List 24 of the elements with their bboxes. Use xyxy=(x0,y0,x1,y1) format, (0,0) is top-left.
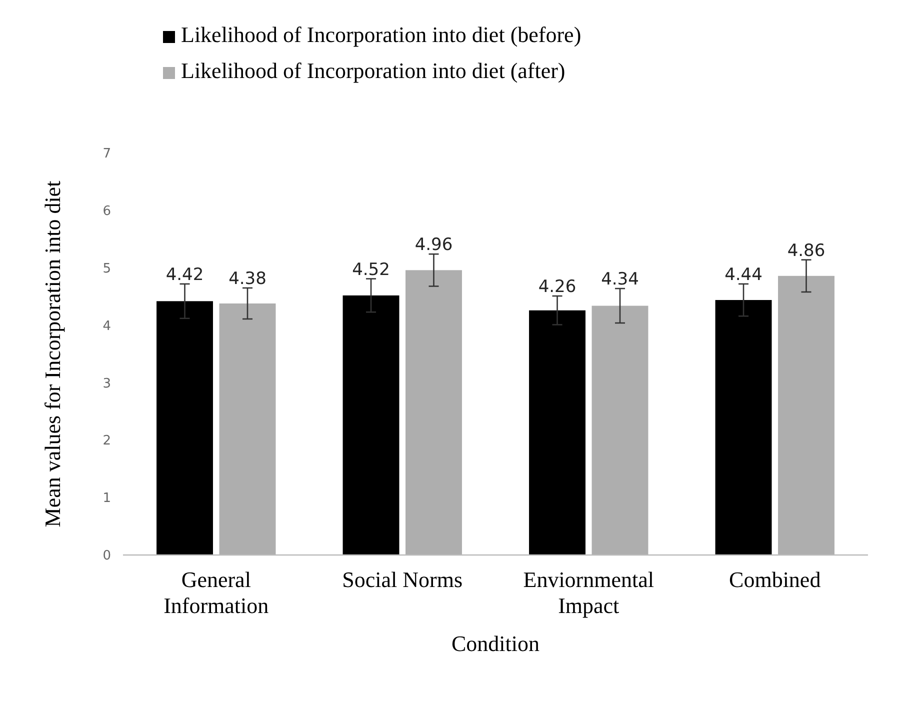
y-tick-label: 6 xyxy=(102,204,111,219)
x-tick-label: Enviornmental Impact xyxy=(523,567,654,618)
data-label: 4.44 xyxy=(724,264,762,285)
y-tick-label: 4 xyxy=(102,318,111,334)
data-label: 4.42 xyxy=(166,264,204,285)
data-label: 4.52 xyxy=(352,260,390,280)
x-axis-title: Condition xyxy=(451,631,540,656)
x-tick-label: Social Norms xyxy=(342,567,463,592)
data-label: 4.26 xyxy=(538,276,576,297)
legend-label: Likelihood of Incorporation into diet (before) xyxy=(181,22,582,47)
data-label: 4.34 xyxy=(601,270,639,290)
y-tick-label: 2 xyxy=(102,434,111,449)
legend-label: Likelihood of Incorporation into diet (after) xyxy=(181,58,566,83)
x-tick-label: Combined xyxy=(729,567,821,592)
y-tick-label: 3 xyxy=(102,376,111,392)
y-tick-label: 7 xyxy=(102,146,111,162)
y-tick-label: 5 xyxy=(102,261,111,276)
data-label: 4.38 xyxy=(228,268,266,289)
x-tick-label: General Information xyxy=(164,567,269,618)
data-label: 4.96 xyxy=(414,235,453,256)
y-tick-label: 1 xyxy=(102,491,111,506)
y-tick-label: 0 xyxy=(102,548,111,564)
y-axis-title: Mean values for Incorporation into diet xyxy=(40,180,65,528)
data-label: 4.86 xyxy=(787,240,826,261)
